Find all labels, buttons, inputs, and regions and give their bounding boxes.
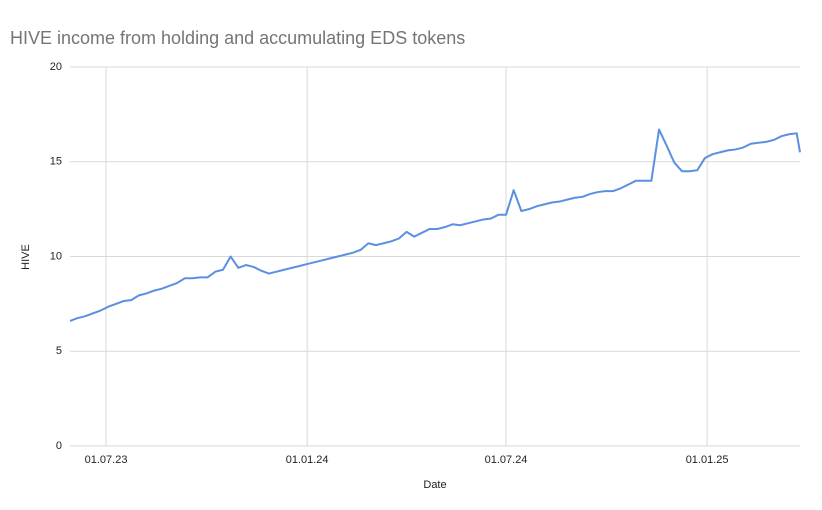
y-tick-label: 15 — [50, 156, 62, 168]
y-tick-label: 5 — [56, 345, 62, 357]
y-axis-label: HIVE — [20, 244, 32, 270]
y-tick-label: 20 — [50, 61, 62, 73]
x-tick-label: 01.07.23 — [85, 454, 128, 466]
y-tick-label: 0 — [56, 440, 62, 452]
data-line — [69, 128, 801, 322]
x-axis-label: Date — [423, 479, 446, 491]
chart-title: HIVE income from holding and accumulatin… — [10, 28, 465, 48]
x-tick-label: 01.01.24 — [286, 454, 329, 466]
x-tick-label: 01.01.25 — [686, 454, 729, 466]
y-tick-label: 10 — [50, 250, 62, 262]
x-tick-label: 01.07.24 — [485, 454, 528, 466]
